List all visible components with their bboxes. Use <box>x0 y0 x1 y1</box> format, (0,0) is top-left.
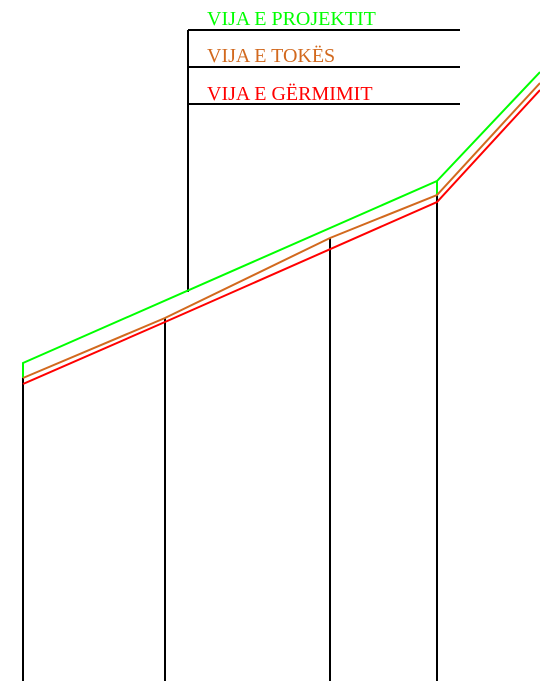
project-line <box>22 71 540 378</box>
legend-label: VIJA E GËRMIMIT <box>207 82 373 105</box>
excavation-line <box>22 89 540 385</box>
legend-label: VIJA E TOKËS <box>207 44 335 67</box>
legend-label: VIJA E PROJEKTIT <box>207 8 376 30</box>
ground-line <box>22 82 540 379</box>
